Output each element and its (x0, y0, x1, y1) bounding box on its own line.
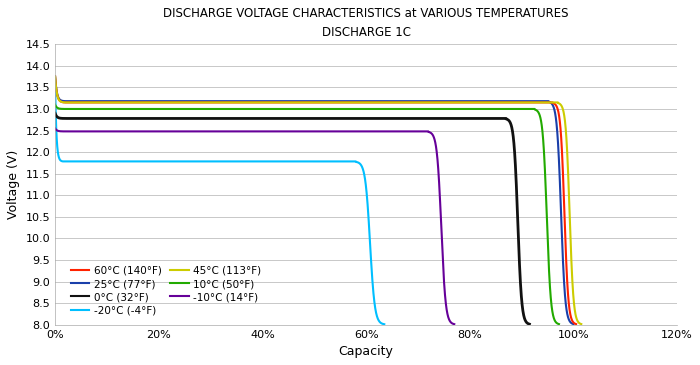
-20°C (-4°F) (359, 168, 368, 173)
0°C (32°F) (191, 116, 200, 121)
-20°C (-4°F) (145, 159, 153, 164)
Line: 0°C (32°F): 0°C (32°F) (55, 113, 529, 324)
45°C (113°F) (206, 100, 215, 105)
0°C (32°F) (521, 318, 529, 322)
45°C (113°F) (573, 317, 581, 322)
-20°C (-4°F) (366, 245, 375, 249)
Line: -10°C (14°F): -10°C (14°F) (55, 128, 454, 324)
60°C (140°F) (568, 317, 576, 322)
0°C (32°F) (160, 116, 169, 121)
Title: DISCHARGE VOLTAGE CHARACTERISTICS at VARIOUS TEMPERATURES
DISCHARGE 1C: DISCHARGE VOLTAGE CHARACTERISTICS at VAR… (163, 7, 569, 39)
45°C (113°F) (172, 100, 180, 105)
10°C (50°F) (542, 220, 551, 224)
60°C (140°F) (567, 315, 575, 320)
25°C (77°F) (565, 317, 573, 322)
25°C (77°F) (51, 74, 60, 79)
-10°C (14°F) (445, 318, 454, 322)
0°C (32°F) (525, 322, 533, 326)
45°C (113°F) (566, 217, 574, 221)
Line: 60°C (140°F): 60°C (140°F) (55, 77, 576, 324)
45°C (113°F) (577, 322, 585, 326)
10°C (50°F) (537, 119, 545, 123)
10°C (50°F) (550, 317, 559, 322)
10°C (50°F) (550, 316, 558, 320)
45°C (113°F) (51, 74, 60, 79)
60°C (140°F) (561, 217, 569, 221)
10°C (50°F) (555, 322, 564, 326)
60°C (140°F) (572, 322, 580, 326)
25°C (77°F) (204, 99, 212, 103)
-20°C (-4°F) (380, 322, 389, 326)
X-axis label: Capacity: Capacity (339, 345, 393, 358)
Line: 45°C (113°F): 45°C (113°F) (55, 77, 581, 324)
25°C (77°F) (551, 111, 559, 116)
-10°C (14°F) (143, 129, 151, 134)
-10°C (14°F) (51, 126, 60, 131)
-10°C (14°F) (431, 140, 440, 145)
60°C (140°F) (171, 100, 179, 105)
60°C (140°F) (51, 74, 60, 79)
25°C (77°F) (169, 99, 178, 103)
Y-axis label: Voltage (V): Voltage (V) (7, 150, 20, 219)
10°C (50°F) (51, 103, 60, 107)
-10°C (14°F) (168, 129, 176, 134)
-20°C (-4°F) (125, 159, 133, 164)
0°C (32°F) (520, 316, 528, 320)
-10°C (14°F) (450, 322, 459, 326)
-20°C (-4°F) (51, 81, 60, 85)
0°C (32°F) (51, 111, 60, 115)
Line: -20°C (-4°F): -20°C (-4°F) (55, 83, 384, 324)
-10°C (14°F) (438, 231, 446, 235)
-20°C (-4°F) (374, 317, 382, 322)
-20°C (-4°F) (374, 319, 383, 323)
25°C (77°F) (564, 315, 573, 320)
45°C (113°F) (572, 315, 580, 320)
25°C (77°F) (557, 216, 566, 221)
10°C (50°F) (167, 107, 175, 111)
Line: 25°C (77°F): 25°C (77°F) (55, 77, 573, 324)
25°C (77°F) (569, 322, 577, 326)
Legend: 60°C (140°F), 25°C (77°F), 0°C (32°F), -20°C (-4°F), 45°C (113°F), 10°C (50°F), : 60°C (140°F), 25°C (77°F), 0°C (32°F), -… (66, 262, 265, 319)
0°C (32°F) (508, 128, 517, 132)
0°C (32°F) (514, 224, 522, 229)
-10°C (14°F) (444, 316, 453, 321)
Line: 10°C (50°F): 10°C (50°F) (55, 105, 559, 324)
60°C (140°F) (204, 100, 213, 105)
60°C (140°F) (554, 113, 563, 117)
10°C (50°F) (199, 107, 208, 111)
45°C (113°F) (560, 113, 568, 117)
